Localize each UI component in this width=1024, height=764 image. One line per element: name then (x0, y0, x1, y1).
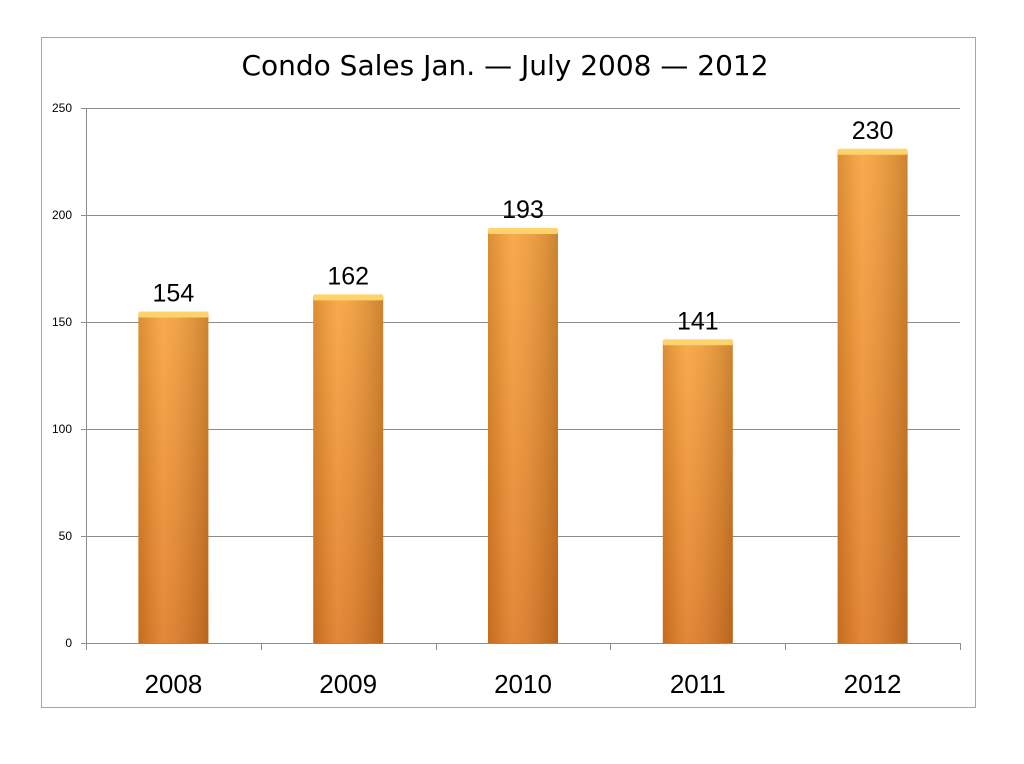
bar-2011 (662, 339, 733, 643)
y-tick-label: 50 (59, 529, 73, 543)
bar-shading (488, 229, 558, 644)
bar-cap (837, 148, 908, 155)
data-labels: 154 162 193 141 230 (153, 117, 894, 335)
bar-2010 (488, 227, 558, 644)
bar-2008 (138, 311, 209, 643)
bar-shading (837, 150, 908, 644)
y-axis-tick-labels: 0 50 100 150 200 250 (52, 101, 72, 650)
data-label: 154 (153, 279, 195, 307)
chart-title: Condo Sales Jan. — July 2008 — 2012 (241, 49, 768, 82)
x-tick-label: 2010 (494, 669, 552, 699)
y-tick-label: 250 (52, 101, 72, 115)
data-label: 230 (852, 117, 894, 145)
bar-shading (138, 313, 209, 643)
bar-cap (662, 339, 733, 346)
bar-shading (313, 296, 384, 643)
bar-shading (662, 341, 733, 643)
x-tick-label: 2012 (844, 669, 902, 699)
bar-cap (313, 294, 384, 301)
bar-2012 (837, 148, 908, 644)
y-tick-label: 150 (52, 315, 72, 329)
y-tick-label: 0 (65, 636, 72, 650)
x-tick-label: 2009 (319, 669, 377, 699)
x-axis-tick-labels: 2008 2009 2010 2011 2012 (144, 669, 901, 699)
data-label: 193 (502, 196, 544, 224)
x-tick-label: 2011 (670, 669, 726, 699)
bar-cap (488, 227, 558, 234)
data-label: 162 (327, 262, 369, 290)
bars (138, 148, 908, 644)
x-tick-label: 2008 (144, 669, 202, 699)
bar-cap (138, 311, 209, 318)
axes (81, 108, 961, 650)
data-label: 141 (677, 307, 719, 335)
y-tick-label: 200 (52, 208, 72, 222)
y-tick-label: 100 (52, 422, 72, 436)
bar-2009 (313, 294, 384, 643)
